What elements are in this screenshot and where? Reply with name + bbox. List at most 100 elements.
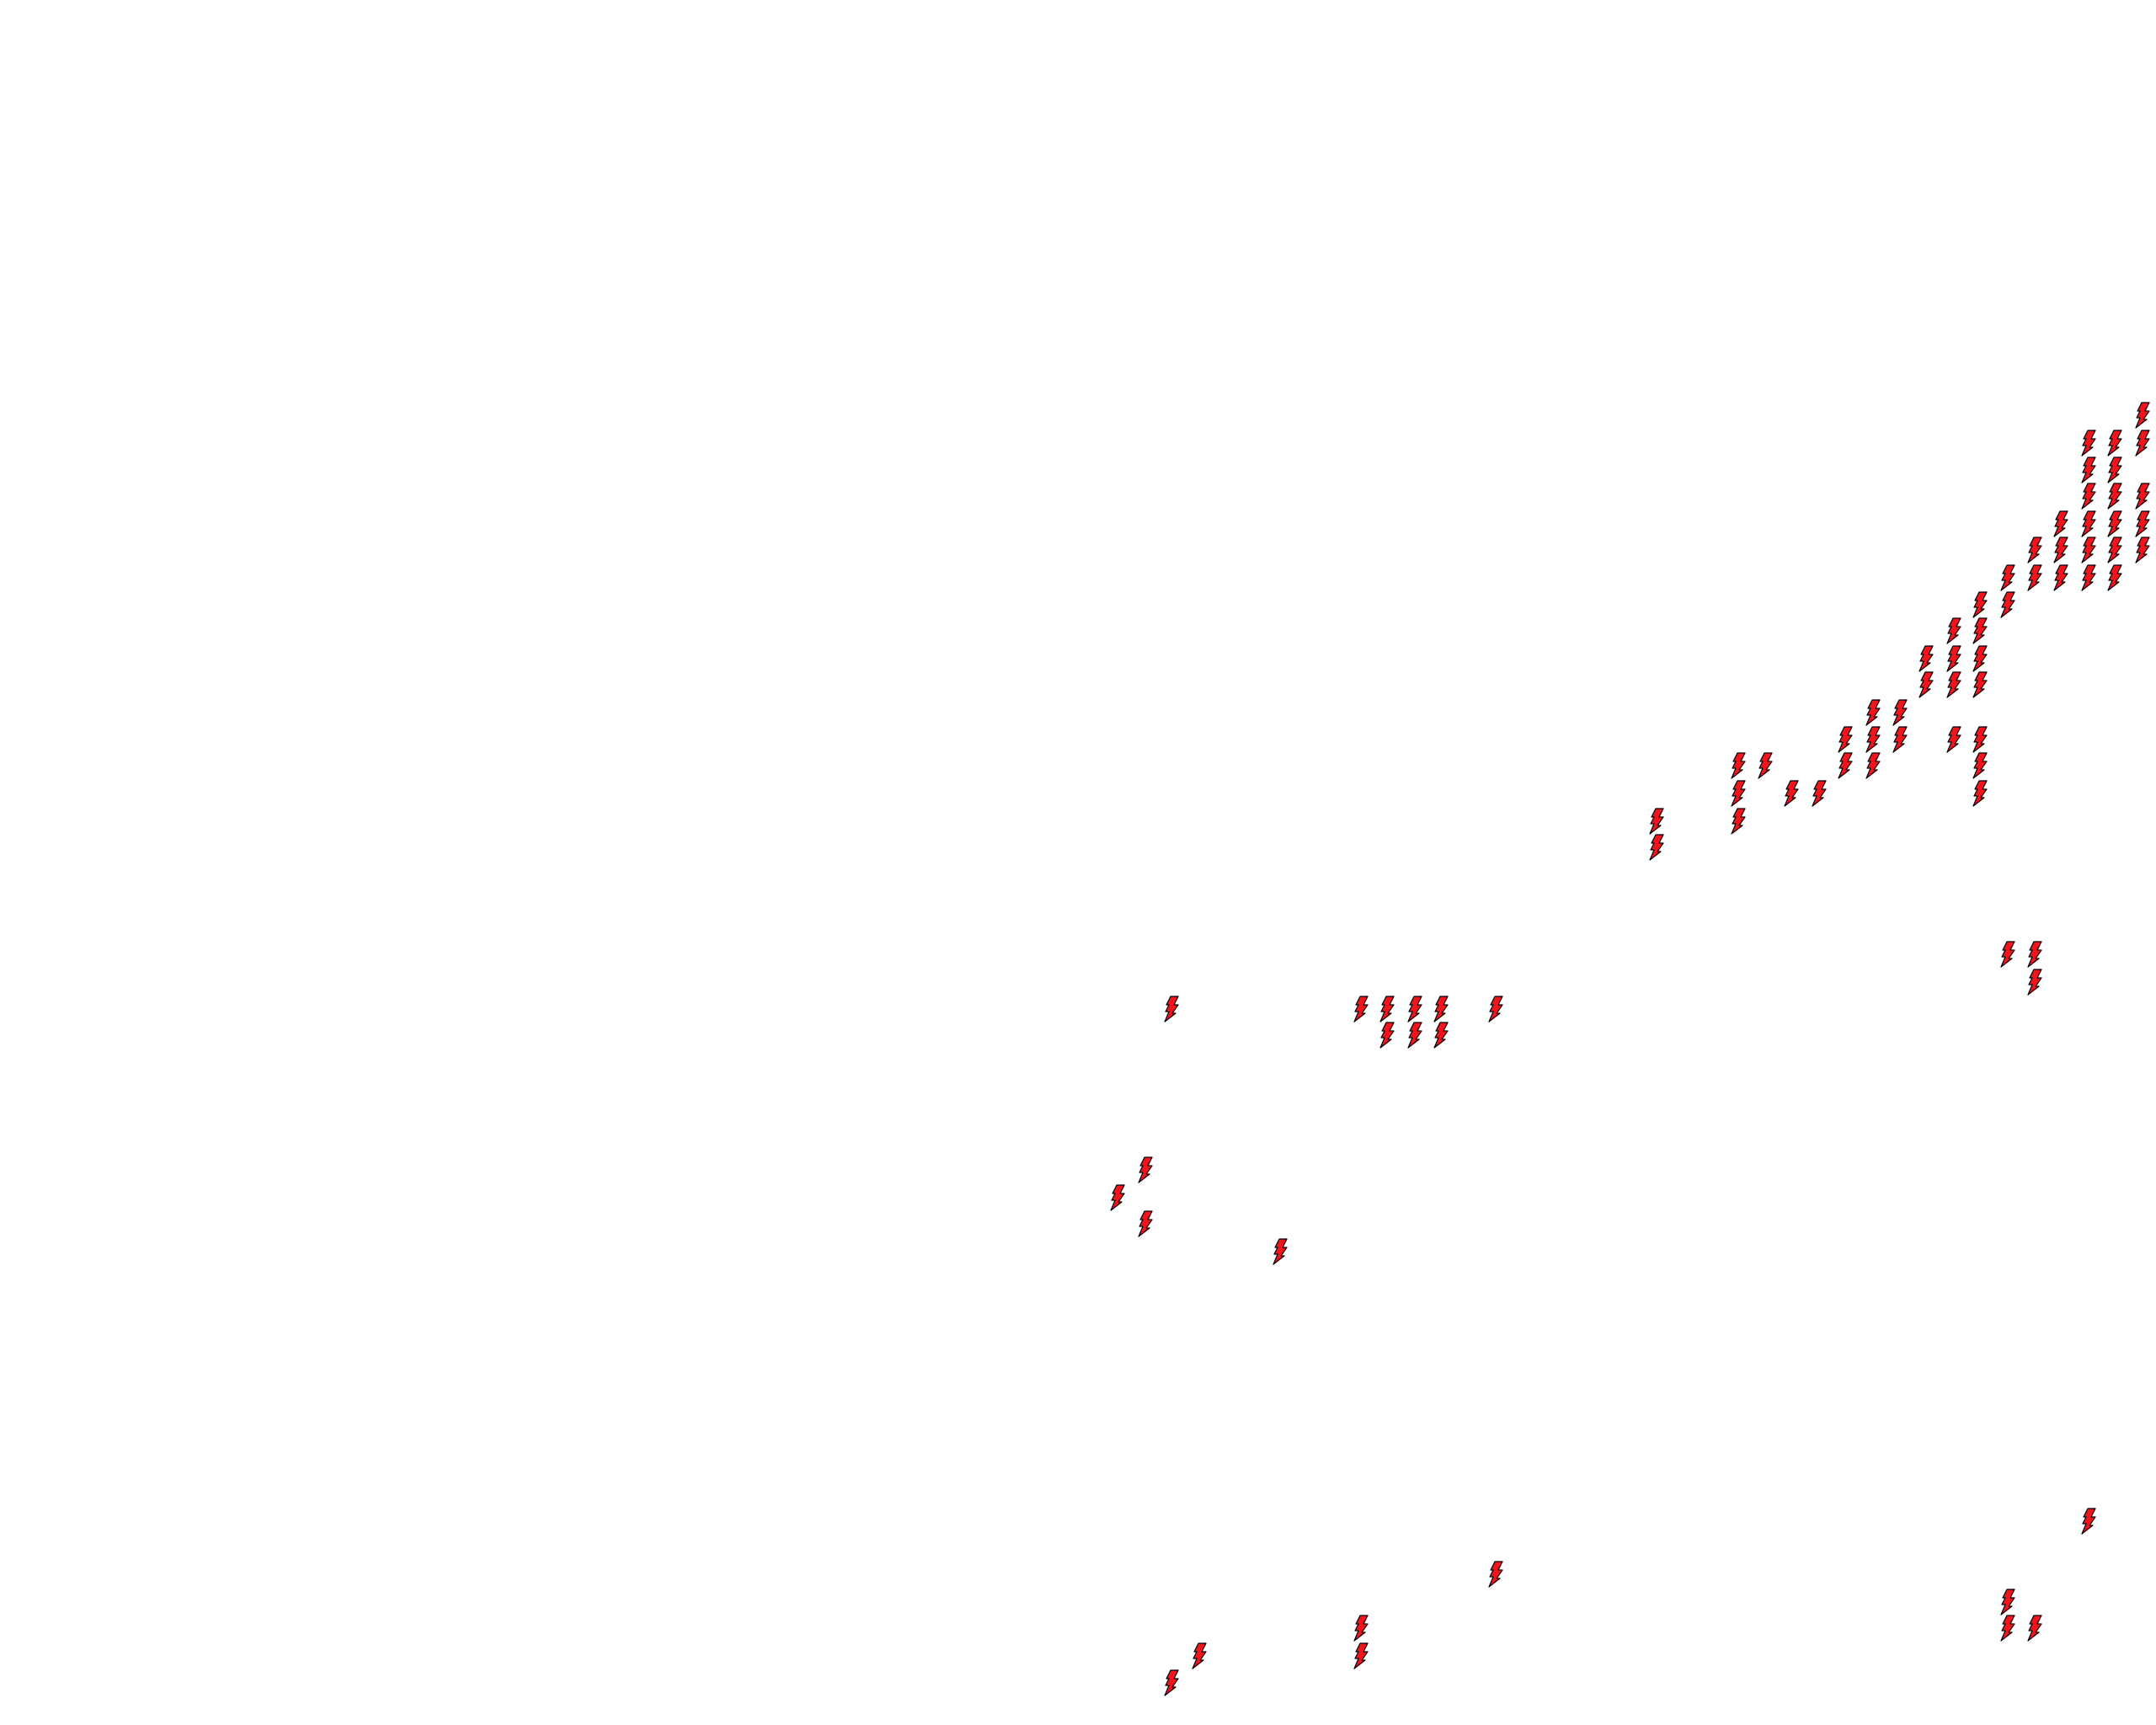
- lightning-bolt-icon: [1433, 996, 1449, 1023]
- lightning-bolt-icon: [1972, 752, 1988, 779]
- lightning-marker[interactable]: [1945, 726, 1962, 753]
- lightning-marker[interactable]: [2106, 483, 2123, 510]
- lightning-bolt-icon: [1164, 1669, 1179, 1696]
- lightning-bolt-icon: [2027, 969, 2042, 996]
- lightning-bolt-icon: [2107, 537, 2122, 563]
- lightning-marker[interactable]: [1999, 564, 2016, 591]
- lightning-marker[interactable]: [1163, 1669, 1180, 1696]
- lightning-marker[interactable]: [2026, 941, 2043, 968]
- lightning-bolt-icon: [1972, 780, 1988, 807]
- lightning-marker[interactable]: [2080, 1508, 2097, 1535]
- lightning-marker[interactable]: [1109, 1184, 1126, 1211]
- lightning-marker[interactable]: [1191, 1642, 1208, 1669]
- lightning-marker[interactable]: [1730, 780, 1747, 807]
- lightning-marker[interactable]: [2080, 510, 2097, 537]
- lightning-marker[interactable]: [1783, 780, 1800, 807]
- lightning-marker[interactable]: [2106, 430, 2123, 457]
- lightning-marker[interactable]: [1137, 1210, 1154, 1237]
- lightning-marker[interactable]: [1379, 996, 1396, 1023]
- lightning-marker[interactable]: [1918, 645, 1935, 672]
- lightning-marker[interactable]: [2134, 430, 2151, 457]
- lightning-marker[interactable]: [1353, 1642, 1369, 1669]
- lightning-marker[interactable]: [2134, 510, 2151, 537]
- lightning-marker[interactable]: [2080, 457, 2097, 483]
- lightning-bolt-icon: [1865, 699, 1881, 726]
- lightning-marker[interactable]: [2052, 510, 2069, 537]
- lightning-marker[interactable]: [1972, 617, 1988, 644]
- lightning-bolt-icon: [1353, 996, 1369, 1023]
- lightning-marker[interactable]: [1379, 1022, 1396, 1049]
- lightning-marker[interactable]: [1353, 996, 1369, 1023]
- lightning-marker[interactable]: [2134, 537, 2151, 563]
- lightning-marker[interactable]: [2080, 430, 2097, 457]
- lightning-marker[interactable]: [1999, 1615, 2016, 1642]
- lightning-marker[interactable]: [1945, 617, 1962, 644]
- lightning-marker[interactable]: [1487, 996, 1504, 1023]
- lightning-marker[interactable]: [1406, 996, 1423, 1023]
- lightning-marker[interactable]: [1811, 780, 1828, 807]
- lightning-marker[interactable]: [1406, 1022, 1423, 1049]
- lightning-marker[interactable]: [2080, 537, 2097, 563]
- lightning-marker[interactable]: [1972, 645, 1988, 672]
- lightning-marker[interactable]: [1999, 591, 2016, 618]
- lightning-marker[interactable]: [1837, 726, 1854, 753]
- lightning-bolt-icon: [1838, 752, 1853, 779]
- lightning-marker[interactable]: [1272, 1238, 1289, 1265]
- lightning-marker[interactable]: [1972, 671, 1988, 698]
- lightning-marker[interactable]: [1999, 941, 2016, 968]
- lightning-marker[interactable]: [2026, 537, 2043, 563]
- lightning-marker[interactable]: [2106, 564, 2123, 591]
- lightning-marker[interactable]: [1648, 834, 1665, 861]
- lightning-marker[interactable]: [1353, 1615, 1369, 1642]
- lightning-marker[interactable]: [1757, 752, 1774, 779]
- lightning-marker[interactable]: [1972, 752, 1988, 779]
- lightning-marker[interactable]: [1730, 808, 1747, 835]
- lightning-bolt-icon: [1488, 1561, 1503, 1588]
- lightning-marker[interactable]: [1892, 726, 1908, 753]
- lightning-marker[interactable]: [1865, 726, 1881, 753]
- lightning-marker[interactable]: [1487, 1561, 1504, 1588]
- lightning-marker[interactable]: [1945, 671, 1962, 698]
- lightning-marker[interactable]: [2026, 564, 2043, 591]
- lightning-bolt-icon: [1353, 1615, 1369, 1642]
- lightning-marker[interactable]: [1137, 1156, 1154, 1183]
- lightning-bolt-icon: [1138, 1210, 1153, 1237]
- lightning-bolt-icon: [1758, 752, 1773, 779]
- lightning-marker[interactable]: [1163, 996, 1180, 1023]
- lightning-bolt-icon: [2027, 941, 2042, 968]
- lightning-marker[interactable]: [1999, 1589, 2016, 1616]
- lightning-marker[interactable]: [2026, 969, 2043, 996]
- lightning-marker[interactable]: [2134, 402, 2151, 429]
- lightning-marker[interactable]: [1892, 699, 1908, 726]
- lightning-marker[interactable]: [2052, 564, 2069, 591]
- lightning-bolt-icon: [1649, 834, 1664, 861]
- lightning-marker[interactable]: [1945, 645, 1962, 672]
- lightning-bolt-icon: [1731, 780, 1746, 807]
- lightning-bolt-icon: [1919, 671, 1934, 698]
- lightning-marker[interactable]: [2134, 483, 2151, 510]
- lightning-marker[interactable]: [1648, 808, 1665, 835]
- lightning-marker[interactable]: [1730, 752, 1747, 779]
- lightning-marker[interactable]: [2106, 457, 2123, 483]
- lightning-bolt-icon: [2000, 591, 2015, 618]
- lightning-marker[interactable]: [2106, 537, 2123, 563]
- lightning-marker[interactable]: [1837, 752, 1854, 779]
- lightning-marker[interactable]: [2052, 537, 2069, 563]
- lightning-marker[interactable]: [1865, 699, 1881, 726]
- lightning-marker[interactable]: [1972, 726, 1988, 753]
- lightning-marker[interactable]: [1865, 752, 1881, 779]
- lightning-marker[interactable]: [1918, 671, 1935, 698]
- lightning-bolt-icon: [2107, 564, 2122, 591]
- lightning-bolt-icon: [1919, 645, 1934, 672]
- lightning-marker[interactable]: [1972, 780, 1988, 807]
- lightning-marker[interactable]: [2026, 1615, 2043, 1642]
- lightning-marker[interactable]: [1433, 996, 1449, 1023]
- lightning-marker[interactable]: [2080, 564, 2097, 591]
- lightning-marker[interactable]: [1433, 1022, 1449, 1049]
- lightning-marker[interactable]: [2080, 483, 2097, 510]
- lightning-marker[interactable]: [2106, 510, 2123, 537]
- lightning-bolt-icon: [1731, 808, 1746, 835]
- lightning-bolt-icon: [1273, 1238, 1288, 1265]
- lightning-marker[interactable]: [1972, 591, 1988, 618]
